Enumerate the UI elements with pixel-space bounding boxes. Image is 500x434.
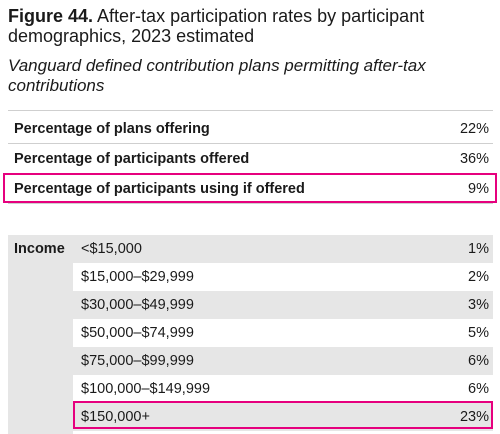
row-value: 3% (468, 297, 489, 313)
income-row: $100,000–$149,999 6% (73, 375, 493, 403)
row-label: <$15,000 (81, 241, 142, 257)
row-label: $50,000–$74,999 (81, 325, 194, 341)
row-value: 6% (468, 353, 489, 369)
summary-row: Percentage of participants using if offe… (8, 174, 493, 203)
row-value: 2% (468, 269, 489, 285)
group-label: Income (14, 241, 65, 257)
figure-label: Figure 44. (8, 6, 94, 26)
row-value: 1% (468, 241, 489, 257)
row-value: 22% (459, 121, 489, 137)
row-label: $30,000–$49,999 (81, 297, 194, 313)
income-row: <$15,000 1% (73, 235, 493, 263)
row-value: 23% (459, 409, 489, 425)
row-label: $150,000+ (81, 409, 150, 425)
row-value: 9% (468, 181, 489, 197)
income-row: $30,000–$49,999 3% (73, 291, 493, 319)
row-value: 36% (459, 151, 489, 167)
row-label: $75,000–$99,999 (81, 353, 194, 369)
title-text: After-tax participation rates by partici… (8, 6, 425, 46)
highlight-box (73, 401, 493, 429)
row-value: 5% (468, 325, 489, 341)
summary-row: Percentage of participants offered 36% (8, 144, 493, 173)
row-label: $15,000–$29,999 (81, 269, 194, 285)
income-row: $15,000–$29,999 2% (73, 263, 493, 291)
highlight-box (3, 173, 497, 203)
subtitle: Vanguard defined contribution plans perm… (8, 56, 426, 95)
row-label: Percentage of participants using if offe… (14, 181, 305, 197)
rule (8, 110, 493, 111)
income-row: $75,000–$99,999 6% (73, 347, 493, 375)
row-label: Percentage of participants offered (14, 151, 250, 167)
income-row: $150,000+ 23% (73, 403, 493, 431)
row-label: $100,000–$149,999 (81, 381, 211, 397)
row-label: Percentage of plans offering (14, 121, 210, 137)
row-rule (8, 203, 493, 204)
group-column: Income (8, 235, 73, 434)
row-value: 6% (468, 381, 489, 397)
row-rule (8, 143, 493, 144)
summary-row: Percentage of plans offering 22% (8, 114, 493, 143)
title: Figure 44. After-tax participation rates… (8, 6, 493, 46)
income-row: $50,000–$74,999 5% (73, 319, 493, 347)
